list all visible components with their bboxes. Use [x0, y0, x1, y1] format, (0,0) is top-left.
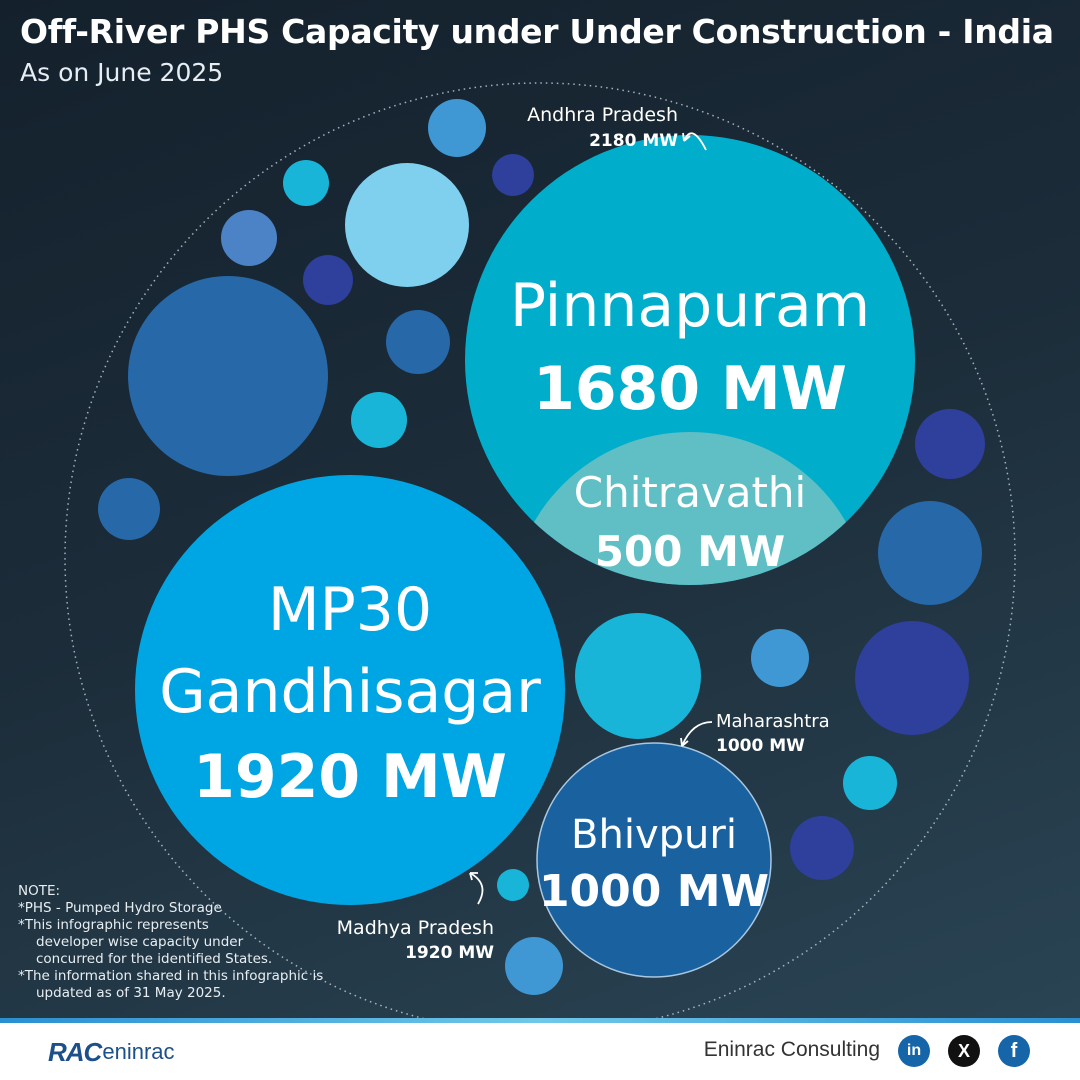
decor-bubble [351, 392, 407, 448]
bubble-chart: Pinnapuram 1680 MW Chitravathi 500 MW MP… [64, 82, 1016, 1020]
decor-bubble [790, 816, 854, 880]
page-title: Off-River PHS Capacity under Under Const… [20, 12, 1054, 51]
decor-bubble [505, 937, 563, 995]
x-icon[interactable]: X [948, 1035, 980, 1067]
gandhisagar-name-line1: MP30 [268, 575, 432, 645]
decor-bubble [221, 210, 277, 266]
footer-accent-stripe [0, 1018, 1080, 1023]
pinnapuram-name: Pinnapuram [510, 271, 870, 341]
bhivpuri-value: 1000 MW [539, 866, 769, 917]
chitravathi-name: Chitravathi [574, 468, 806, 517]
pinnapuram-value: 1680 MW [533, 354, 847, 424]
decor-bubble [843, 756, 897, 810]
facebook-icon[interactable]: f [998, 1035, 1030, 1067]
note-line: updated as of 31 May 2025. [36, 985, 226, 1001]
arrow-madhya-pradesh [469, 872, 484, 905]
logo-word: eninrac [102, 1039, 175, 1064]
page-subtitle: As on June 2025 [20, 58, 224, 87]
decor-bubble [428, 99, 486, 157]
bhivpuri-name: Bhivpuri [571, 812, 737, 858]
decor-bubble [497, 869, 529, 901]
decor-bubble [386, 310, 450, 374]
bhivpuri-bubble [536, 742, 772, 978]
note-line: developer wise capacity under [36, 934, 244, 950]
brand-name: Eninrac Consulting [703, 1038, 880, 1061]
decor-bubble [283, 160, 329, 206]
chitravathi-value: 500 MW [595, 527, 785, 576]
outer-boundary-circle [64, 82, 1016, 1020]
gandhisagar-name-line2: Gandhisagar [159, 657, 541, 727]
eninrac-logo: RAC eninrac [48, 1035, 175, 1069]
notes-heading: NOTE: [18, 883, 61, 899]
decor-bubble [303, 255, 353, 305]
linkedin-icon[interactable]: in [898, 1035, 930, 1067]
decor-bubble [915, 409, 985, 479]
state-total-madhya-pradesh: 1920 MW [405, 943, 494, 963]
note-line: *PHS - Pumped Hydro Storage [18, 900, 222, 916]
state-total-andhra-pradesh: 2180 MW [589, 131, 678, 151]
chitravathi-bubble [510, 432, 870, 585]
note-line: *The information shared in this infograp… [18, 968, 324, 984]
logo-mark: RAC [48, 1036, 102, 1067]
gandhisagar-value: 1920 MW [193, 742, 507, 812]
decor-bubble [878, 501, 982, 605]
arrow-maharashtra [681, 721, 713, 747]
decor-bubble [492, 154, 534, 196]
state-total-maharashtra: 1000 MW [716, 736, 805, 756]
decor-bubble [128, 276, 328, 476]
decor-bubble [855, 621, 969, 735]
decor-bubble [98, 478, 160, 540]
arrow-andhra-pradesh [683, 132, 707, 151]
state-label-maharashtra: Maharashtra [716, 711, 830, 732]
decorative-bubbles [98, 99, 985, 995]
gandhisagar-bubble [135, 475, 565, 905]
notes-block: NOTE: *PHS - Pumped Hydro Storage *This … [18, 883, 378, 1002]
decor-bubble [345, 163, 469, 287]
state-label-madhya-pradesh: Madhya Pradesh [337, 917, 494, 939]
note-line: *This infographic represents [18, 917, 209, 933]
note-line: concurred for the identified States. [36, 951, 273, 967]
state-label-andhra-pradesh: Andhra Pradesh [527, 104, 678, 126]
decor-bubble [751, 629, 809, 687]
decor-bubble [575, 613, 701, 739]
